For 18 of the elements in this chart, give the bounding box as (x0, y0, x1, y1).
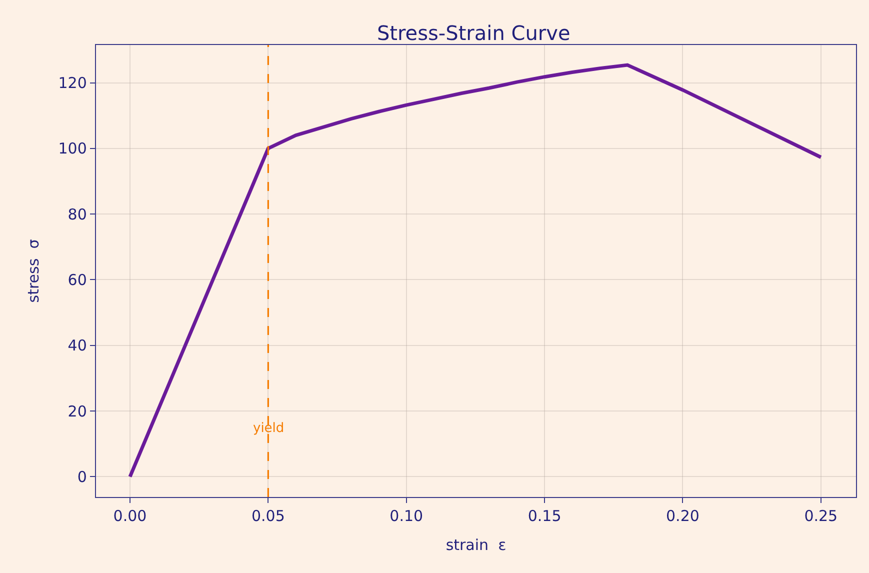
ref-line-label: yield (253, 421, 284, 436)
y-tick-label: 100 (58, 140, 87, 158)
y-axis-title: stress σ (24, 238, 43, 303)
y-tick-label: 120 (58, 74, 87, 92)
y-tick-label: 0 (77, 468, 87, 486)
chart-title: Stress-Strain Curve (376, 20, 570, 45)
x-tick-label: 0.20 (666, 507, 700, 526)
y-tick-label: 40 (68, 336, 87, 355)
line-series (128, 63, 823, 478)
y-tick-label: 20 (68, 402, 87, 420)
x-tick-label: 0.25 (804, 507, 838, 526)
x-axis-title: strain ε (446, 536, 506, 554)
x-tick-label: 0.05 (251, 507, 285, 526)
x-tick-label: 0.10 (390, 507, 424, 526)
y-tick-label: 60 (68, 270, 87, 289)
y-tick-label: 80 (68, 205, 87, 224)
x-tick-label: 0.15 (528, 507, 562, 526)
x-tick-label: 0.00 (113, 507, 147, 526)
